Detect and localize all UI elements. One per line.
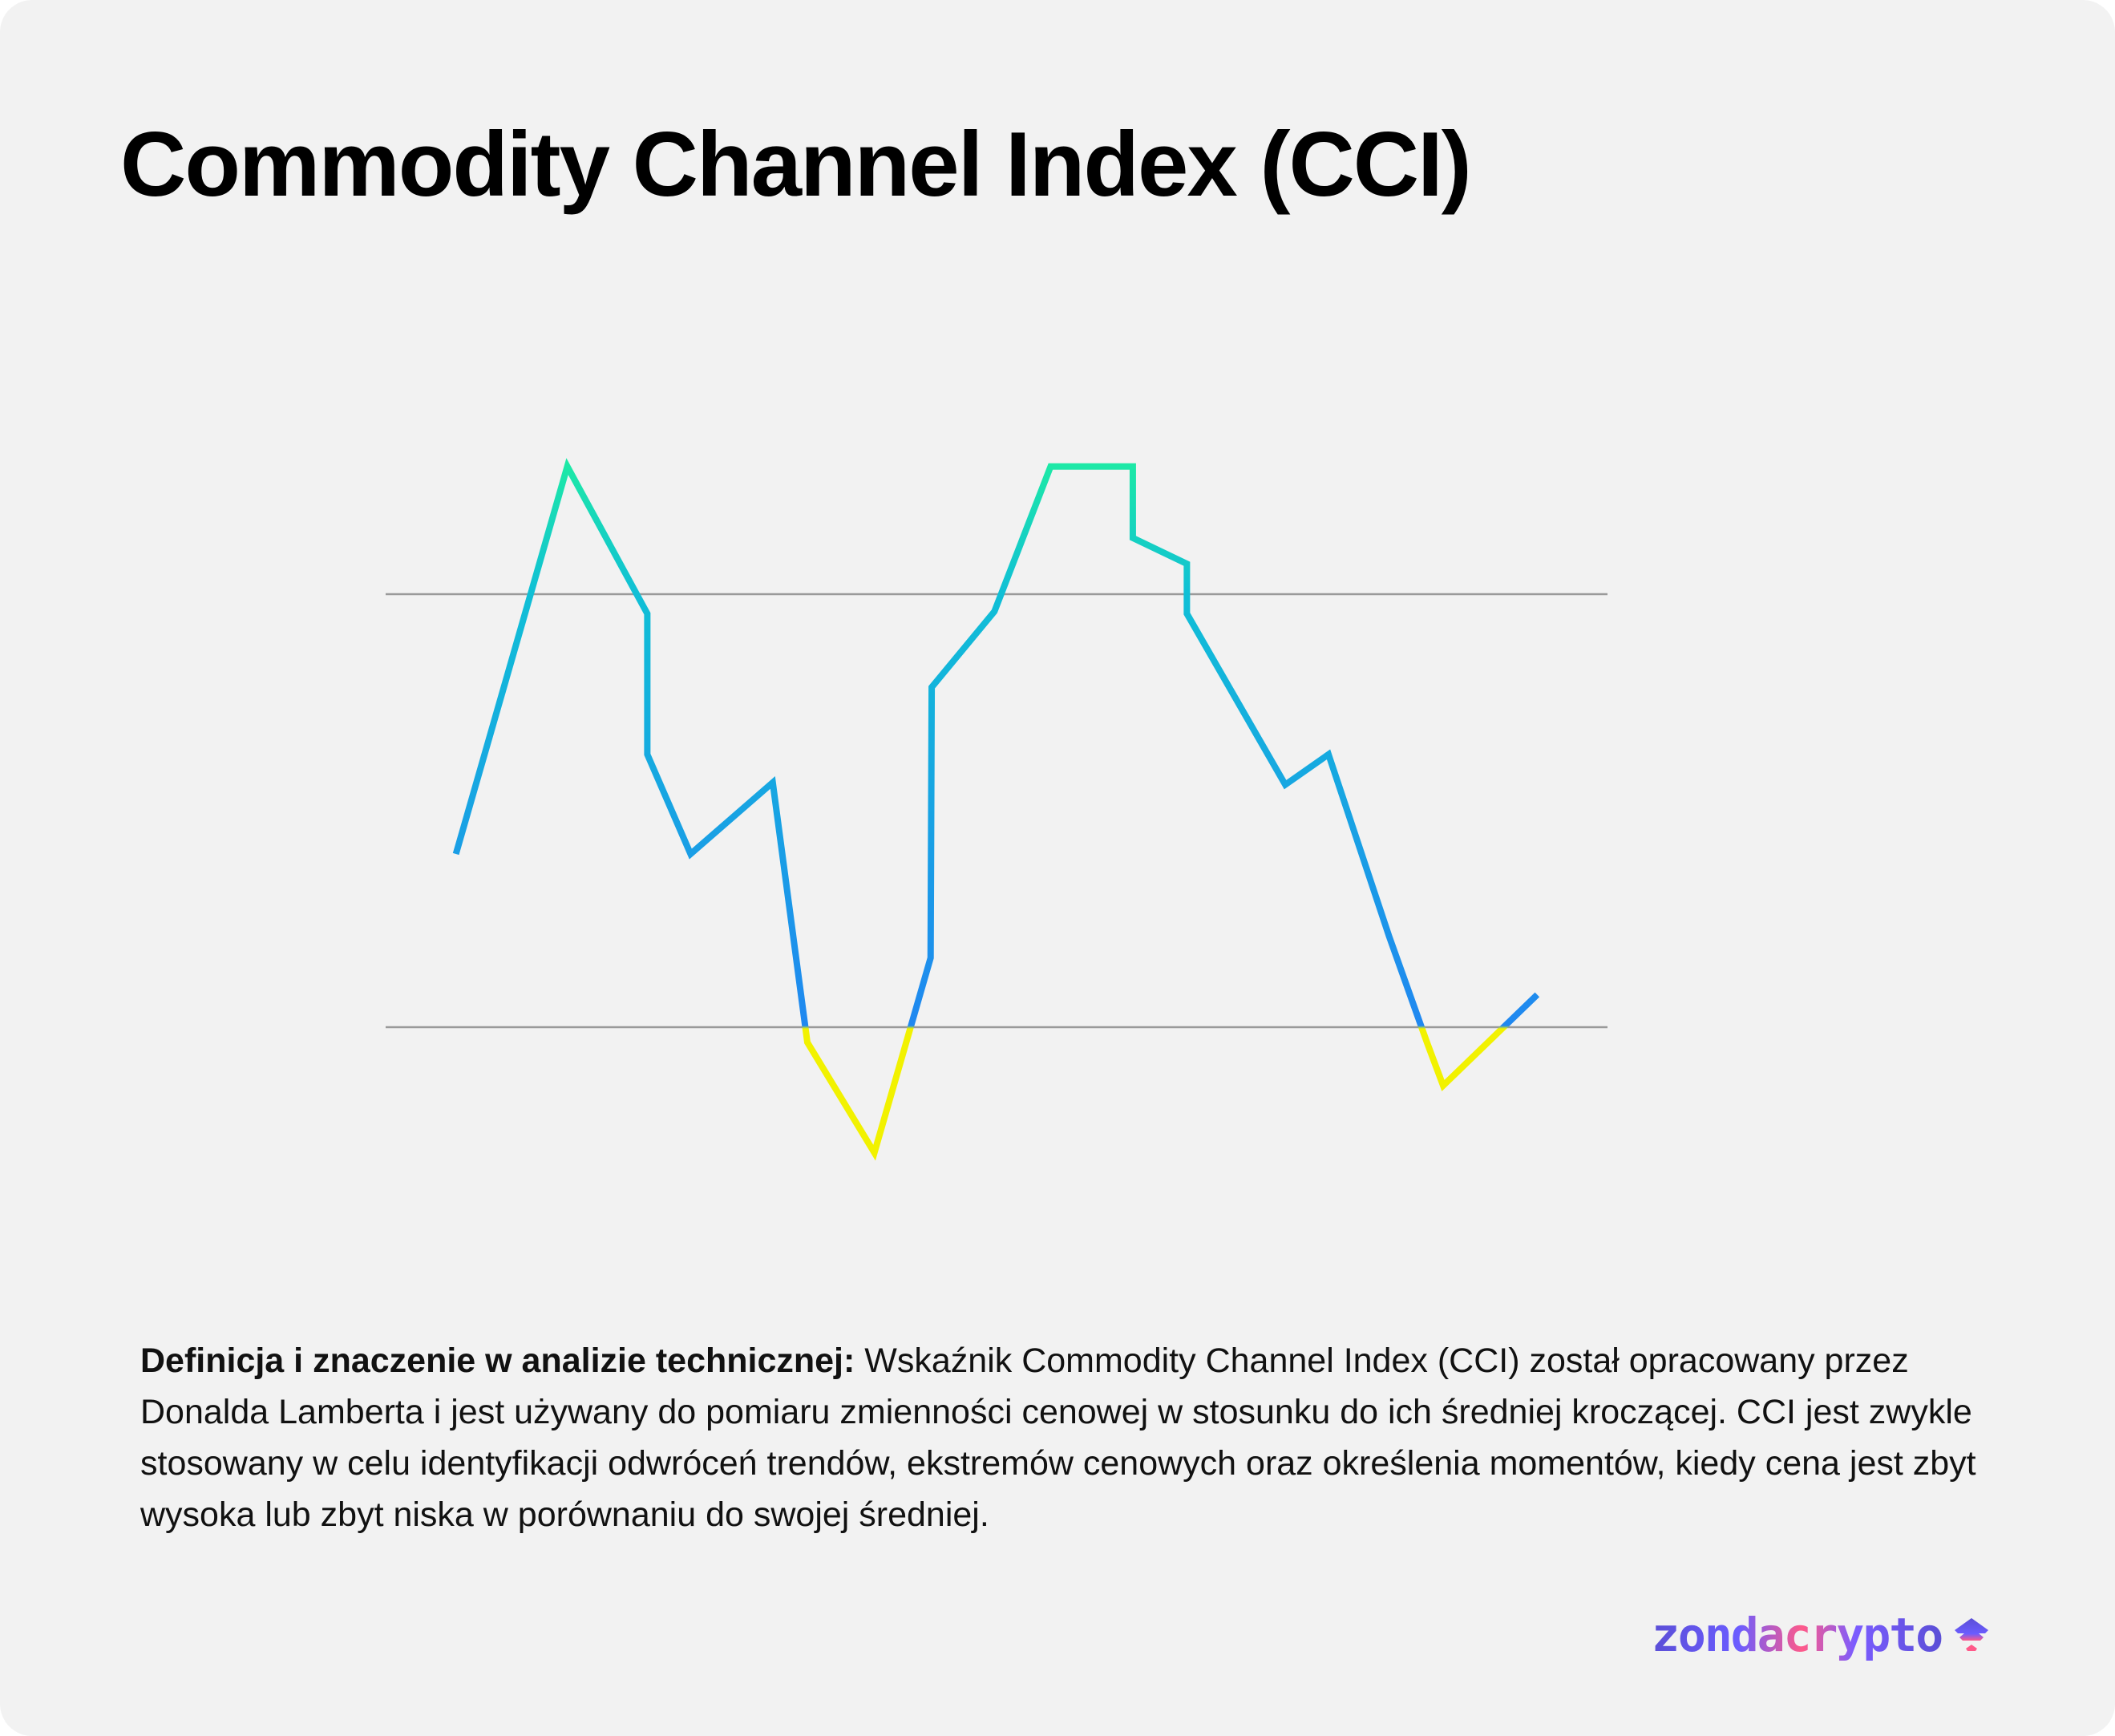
brand-logo: zondacrypto	[1652, 1608, 1990, 1662]
cci-line	[452, 458, 1540, 1161]
page-title: Commodity Channel Index (CCI)	[120, 114, 1472, 216]
description-text: Wskaźnik Commodity Channel Index (CCI) z…	[140, 1341, 1976, 1534]
description: Definicja i znaczenie w analizie technic…	[140, 1335, 2008, 1540]
logo-wordmark: zondacrypto	[1652, 1608, 1943, 1662]
description-heading: Definicja i znaczenie w analizie technic…	[140, 1341, 855, 1380]
logo-icon	[1955, 1618, 1989, 1651]
